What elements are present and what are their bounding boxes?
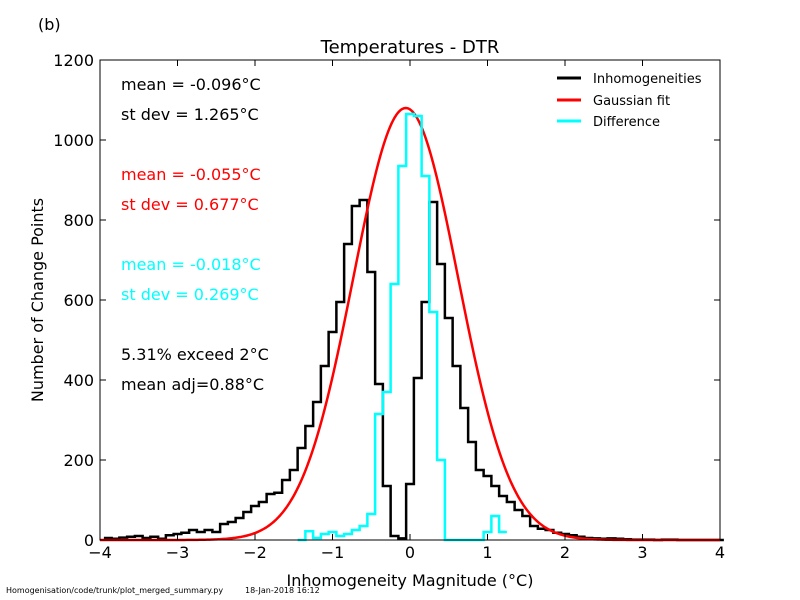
x-axis: −4 −3 −2 −1 0 1 2 3 4 <box>88 60 725 562</box>
x-tick-label: −2 <box>243 543 267 562</box>
legend-label: Gaussian fit <box>593 94 670 109</box>
stat-annotation: mean adj=0.88°C <box>121 375 264 394</box>
y-tick-label: 800 <box>63 211 94 230</box>
stat-annotation: mean = -0.018°C <box>121 255 261 274</box>
y-tick-label: 400 <box>63 371 94 390</box>
y-tick-label: 1000 <box>53 131 94 150</box>
x-axis-label: Inhomogeneity Magnitude (°C) <box>287 571 534 590</box>
legend-label: Inhomogeneities <box>593 72 702 87</box>
stats-annotations: mean = -0.096°C st dev = 1.265°C mean = -0… <box>121 75 269 394</box>
stat-annotation: mean = -0.096°C <box>121 75 261 94</box>
x-tick-label: 3 <box>637 543 647 562</box>
x-tick-label: 4 <box>715 543 725 562</box>
y-axis-label: Number of Change Points <box>28 198 47 402</box>
chart-title: Temperatures - DTR <box>320 37 500 58</box>
x-tick-label: −4 <box>88 543 112 562</box>
stat-annotation: 5.31% exceed 2°C <box>121 345 269 364</box>
footer-path: Homogenisation/code/trunk/plot_merged_su… <box>6 586 223 595</box>
x-tick-label: −1 <box>321 543 345 562</box>
y-tick-label: 600 <box>63 291 94 310</box>
x-tick-label: 0 <box>405 543 415 562</box>
stat-annotation: st dev = 0.269°C <box>121 285 259 304</box>
legend-label: Difference <box>593 115 660 130</box>
x-tick-label: −3 <box>166 543 190 562</box>
stat-annotation: st dev = 0.677°C <box>121 195 259 214</box>
plot-area <box>100 60 720 540</box>
stat-annotation: st dev = 1.265°C <box>121 105 259 124</box>
x-tick-label: 1 <box>482 543 492 562</box>
x-tick-label: 2 <box>560 543 570 562</box>
panel-label: (b) <box>38 15 61 34</box>
y-tick-label: 1200 <box>53 51 94 70</box>
y-tick-label: 0 <box>84 531 94 550</box>
footer-timestamp: 18-Jan-2018 16:12 <box>245 586 320 595</box>
stat-annotation: mean = -0.055°C <box>121 165 261 184</box>
legend: Inhomogeneities Gaussian fit Difference <box>557 72 702 130</box>
y-axis: 0 200 400 600 800 1000 1200 <box>53 51 720 550</box>
y-tick-label: 200 <box>63 451 94 470</box>
